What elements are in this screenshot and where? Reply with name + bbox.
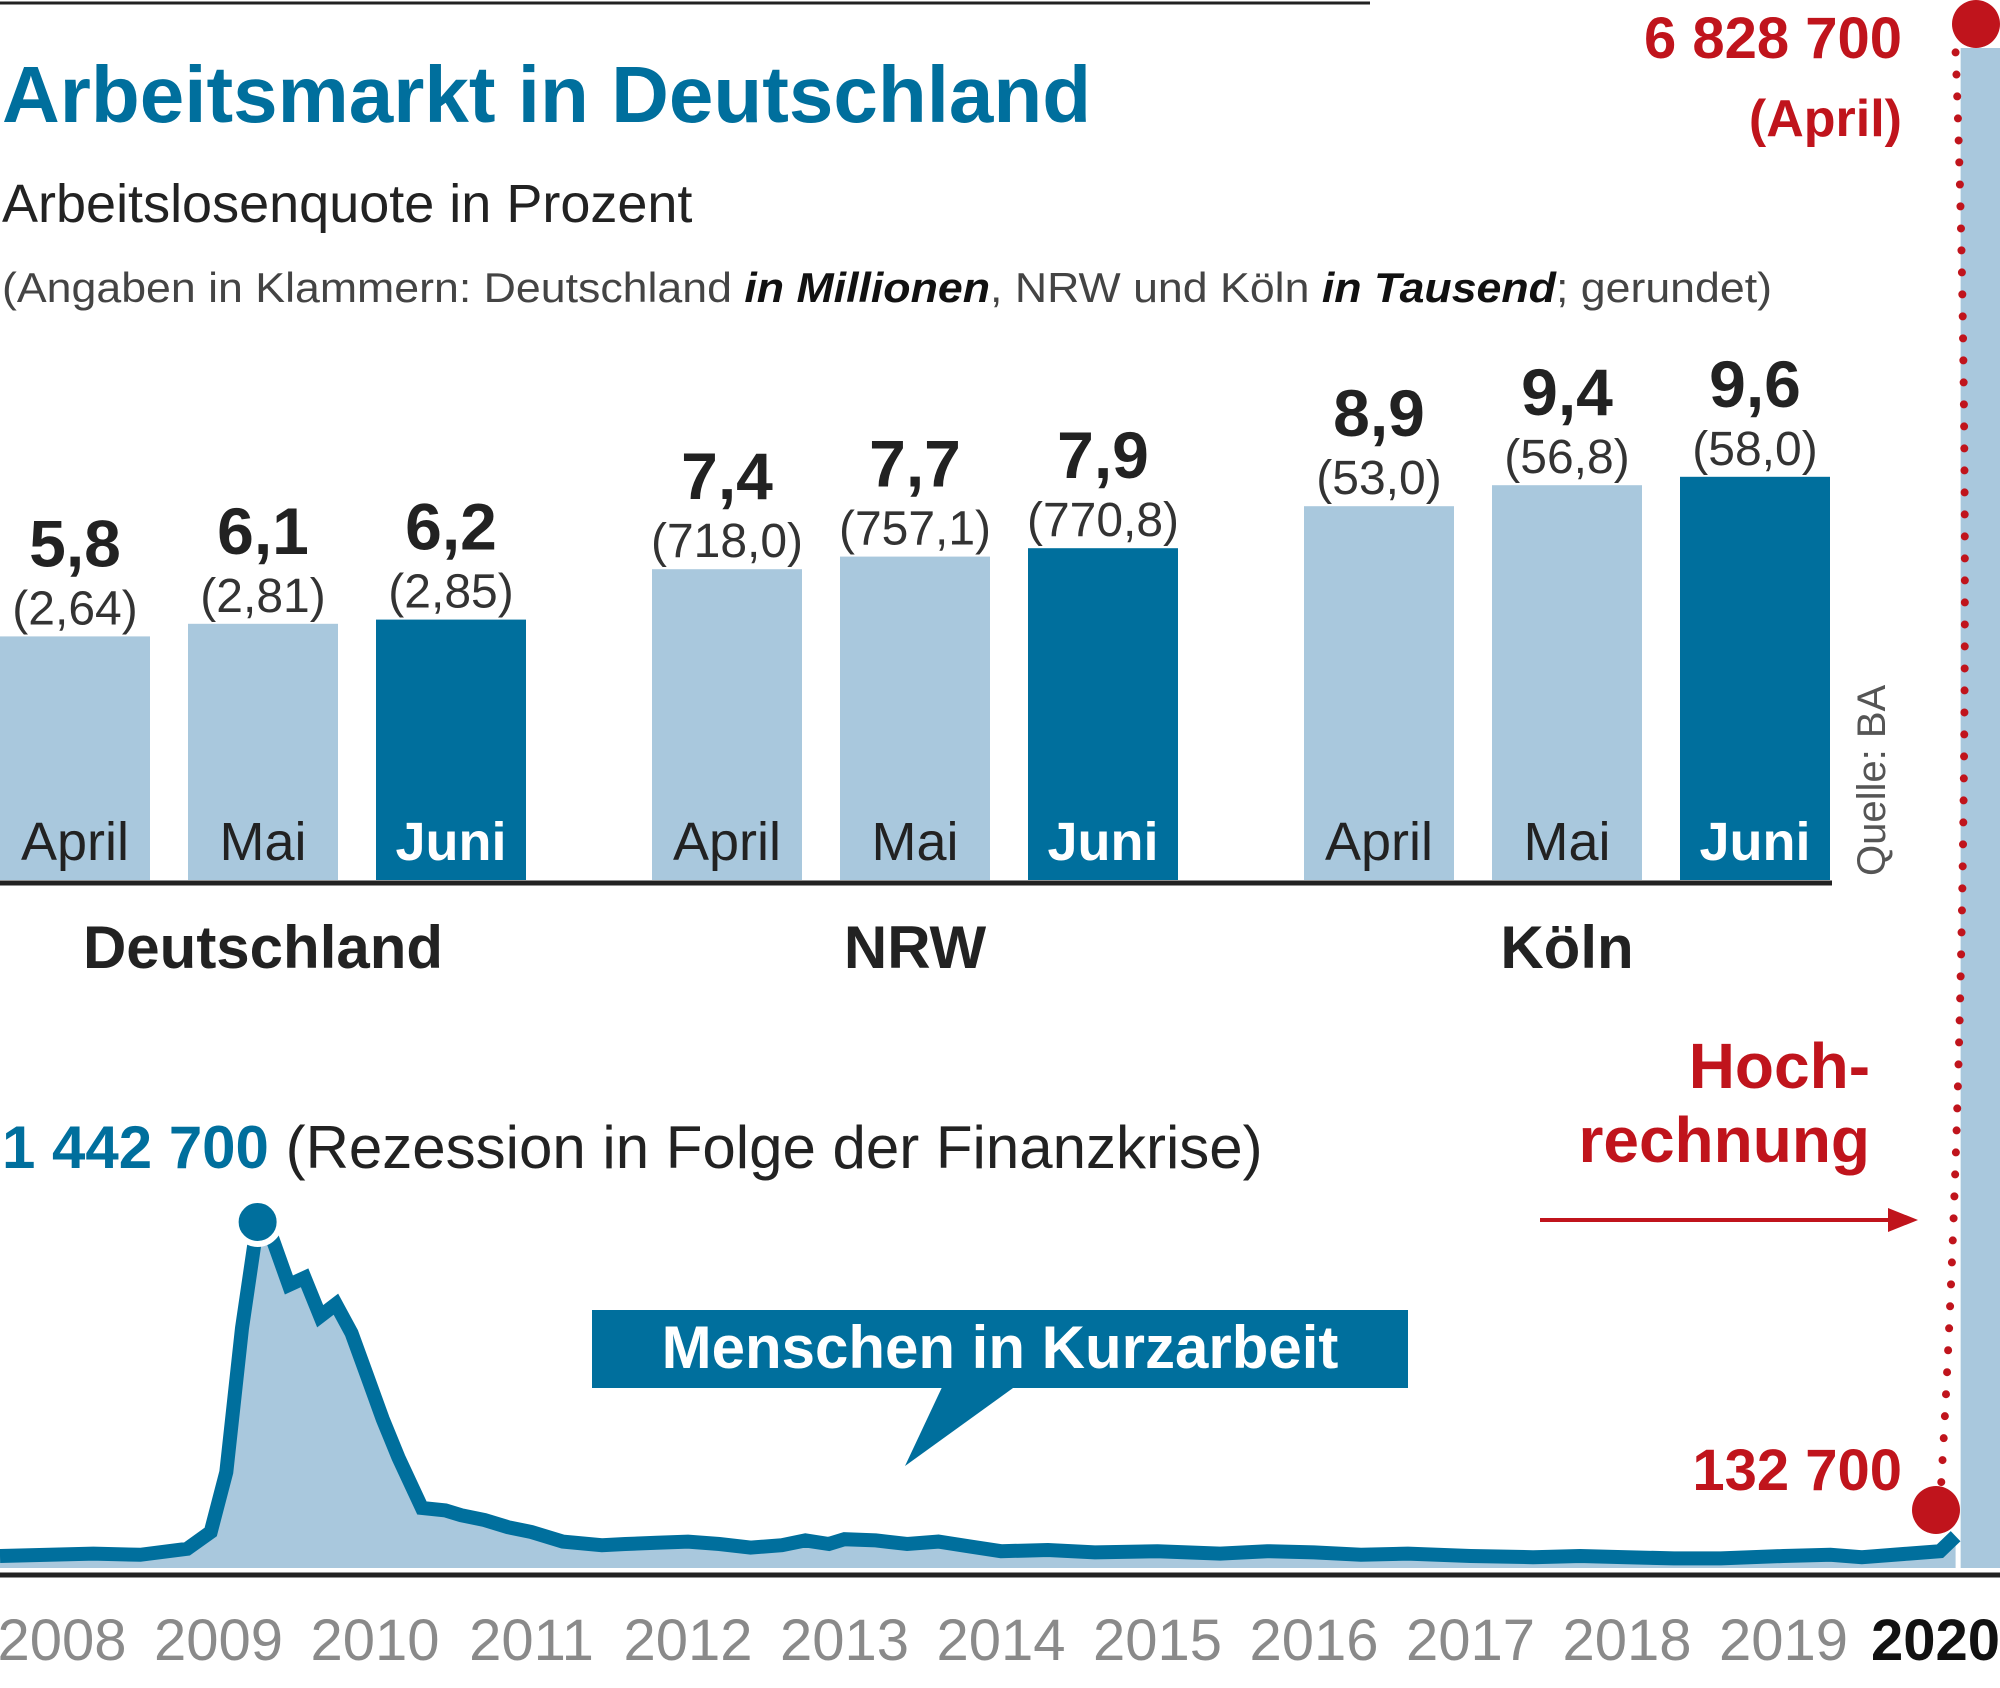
hochrechnung-arrow-head	[1888, 1208, 1918, 1232]
year-tick-label: 2011	[469, 1608, 594, 1673]
page-note: (Angaben in Klammern: Deutschland in Mil…	[2, 264, 1772, 311]
bar-value-label: 9,4	[1521, 355, 1613, 429]
note-prefix: (Angaben in Klammern: Deutschland	[2, 264, 744, 311]
bar-absolute-label: (2,85)	[388, 566, 513, 619]
year-tick-label: 2015	[1093, 1608, 1222, 1673]
hochrechnung-line2: rechnung	[1578, 1104, 1870, 1176]
year-tick-label: 2009	[154, 1608, 283, 1673]
note-mid: , NRW und Köln	[990, 264, 1322, 311]
bar-absolute-label: (2,64)	[12, 582, 137, 635]
bar	[0, 636, 150, 880]
year-tick-label: 2008	[0, 1608, 127, 1673]
bar	[652, 569, 802, 880]
peak-note-label: (Rezession in Folge der Finanzkrise)	[269, 1114, 1263, 1181]
bar	[1304, 506, 1454, 880]
last-value-marker	[1912, 1486, 1960, 1534]
bar-absolute-label: (2,81)	[200, 570, 325, 623]
bar-value-label: 6,1	[217, 494, 309, 568]
bar-month-label: Juni	[395, 812, 506, 872]
projection-value-label: 6 828 700	[1644, 6, 1902, 71]
year-tick-label: 2016	[1249, 1608, 1378, 1673]
source-label: Quelle: BA	[1850, 684, 1894, 876]
bar-month-label: Mai	[219, 812, 306, 872]
bar-month-label: April	[1325, 812, 1433, 872]
callout-box	[592, 1310, 1408, 1388]
peak-marker	[232, 1197, 283, 1247]
bar-value-label: 8,9	[1333, 376, 1425, 450]
bar	[1028, 548, 1178, 880]
callout-pointer	[905, 1383, 1020, 1466]
bar-value-label: 7,7	[869, 427, 961, 501]
area-chart: 1 442 700 (Rezession in Folge der Finanz…	[0, 0, 2000, 1568]
group-label: Köln	[1500, 914, 1633, 981]
bar-value-label: 7,9	[1057, 418, 1149, 492]
projection-fill	[1960, 48, 2000, 1568]
year-tick-label: 2010	[310, 1608, 439, 1673]
kurzarbeit-line	[0, 1208, 1961, 1566]
bar-month-label: Mai	[871, 812, 958, 872]
peak-value-label: 1 442 700	[2, 1114, 269, 1181]
year-tick-label: 2013	[780, 1608, 909, 1673]
note-bold-tausend: in Tausend	[1322, 264, 1558, 311]
projection-marker	[1952, 0, 2000, 48]
bar-value-label: 9,6	[1709, 347, 1801, 421]
bar	[188, 623, 338, 880]
bar-value-label: 7,4	[681, 439, 773, 513]
year-tick-label: 2018	[1562, 1608, 1691, 1673]
note-bold-millionen: in Millionen	[744, 264, 990, 311]
bar	[1680, 476, 1830, 880]
year-tick-label: 2014	[936, 1608, 1065, 1673]
bar	[840, 556, 990, 880]
bar-chart: April 5,8(2,64) Mai 6,1(2,81) Juni 6,2(2,85) D…	[0, 347, 1830, 981]
bar-absolute-label: (58,0)	[1692, 423, 1817, 476]
bar-month-label: Mai	[1523, 812, 1610, 872]
group-label: NRW	[844, 914, 987, 981]
year-tick-label: 2020	[1871, 1608, 2000, 1673]
bar-month-label: April	[673, 812, 781, 872]
bar	[1492, 485, 1642, 880]
last-value-label: 132 700	[1692, 1438, 1902, 1503]
year-tick-label: 2017	[1406, 1608, 1535, 1673]
callout-label: Menschen in Kurzarbeit	[662, 1314, 1339, 1381]
bar-absolute-label: (718,0)	[651, 515, 803, 568]
bar	[376, 619, 526, 880]
note-suffix: ; gerundet)	[1556, 264, 1772, 311]
bar-value-label: 5,8	[29, 506, 121, 580]
bar-absolute-label: (770,8)	[1027, 494, 1179, 547]
bar-month-label: Juni	[1047, 812, 1158, 872]
year-axis: 2008 2009 2010 2011 2012 2013 2014 2015 2016 2017…	[0, 1608, 2000, 1673]
bar-month-label: April	[21, 812, 129, 872]
year-tick-label: 2012	[623, 1608, 752, 1673]
group-label: Deutschland	[83, 914, 443, 981]
projection-month-label: (April)	[1749, 90, 1902, 148]
page-subtitle: Arbeitslosenquote in Prozent	[2, 174, 692, 234]
page-title: Arbeitsmarkt in Deutschland	[2, 50, 1091, 139]
year-tick-label: 2019	[1719, 1608, 1848, 1673]
bar-month-label: Juni	[1699, 812, 1810, 872]
peak-annotation: 1 442 700 (Rezession in Folge der Finanz…	[2, 1114, 1263, 1181]
bar-absolute-label: (56,8)	[1504, 431, 1629, 484]
bar-absolute-label: (757,1)	[839, 503, 991, 556]
hochrechnung-line1: Hoch-	[1689, 1030, 1870, 1102]
bar-value-label: 6,2	[405, 490, 497, 564]
bar-absolute-label: (53,0)	[1316, 452, 1441, 505]
